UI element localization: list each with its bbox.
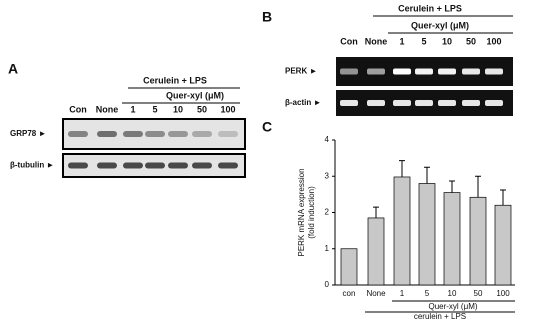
y-tick-label: 2 [325,208,330,217]
error-bar [399,160,405,177]
band [168,131,188,137]
bar [418,183,436,286]
lane-label: Con [69,104,87,114]
band [192,131,212,137]
y-tick-label: 3 [325,171,330,180]
band [340,68,358,75]
x-tick-label: None [366,289,386,298]
panel-label: B [262,9,272,25]
lane-label: 10 [442,36,452,46]
band [462,100,480,106]
band [340,100,358,106]
band [367,68,385,75]
band [97,131,117,137]
x-tick-label: 5 [425,289,430,298]
row-label: GRP78 ► [10,129,46,138]
lane-label: 50 [466,36,476,46]
x-tick-label: 10 [448,289,457,298]
band [97,162,117,169]
x-tick-label: 1 [400,289,405,298]
band [218,131,238,137]
panel-label: C [262,119,272,135]
y-tick-label: 0 [325,280,330,289]
bar [494,204,512,286]
lane-label: 5 [421,36,426,46]
blot [62,118,246,150]
band [415,100,433,106]
band [123,131,143,137]
lane-label: 50 [197,104,207,114]
band [218,162,238,169]
lane-label: Con [340,36,358,46]
band [168,162,188,169]
y-axis-label: PERK mRNA expression [297,168,306,256]
band [123,162,143,169]
bar [340,248,358,286]
y-tick-label: 1 [325,244,330,253]
error-bar [500,189,506,206]
band [192,162,212,169]
bar [393,176,411,286]
subheader: Quer-xyl (μM) [411,20,469,30]
band [145,131,165,137]
lane-label: None [365,36,388,46]
band [393,100,411,106]
row-label: β-actin ► [285,98,321,107]
y-axis-label: (fold induction) [307,186,316,239]
bar [469,196,487,286]
x-tick-label: 100 [496,289,510,298]
band [415,68,433,75]
lane-label: 10 [173,104,183,114]
band [145,162,165,169]
band [68,162,88,169]
lane-label: 1 [399,36,404,46]
header: Cerulein + LPS [143,75,207,85]
band [485,68,503,75]
lane-label: 100 [220,104,235,114]
header: Cerulein + LPS [398,3,462,13]
band [438,68,456,75]
error-bar [424,166,430,184]
band [485,100,503,106]
subheader: Quer-xyl (μM) [166,90,224,100]
row-label: PERK ► [285,67,317,76]
group-label: Quer-xyl (μM) [428,302,477,311]
error-bar [449,180,455,193]
lane-label: 100 [486,36,501,46]
bar [443,192,461,286]
bar [367,217,385,286]
y-tick-label: 4 [325,135,330,144]
x-tick-label: 50 [474,289,483,298]
error-bar [475,175,481,198]
band [367,100,385,106]
group-label: cerulein + LPS [414,312,466,320]
x-tick-label: con [343,289,356,298]
band [438,100,456,106]
lane-label: None [96,104,119,114]
lane-label: 1 [130,104,135,114]
band [393,68,411,75]
error-bar [373,206,379,218]
panel-label: A [8,61,18,77]
band [462,68,480,75]
row-label: β-tubulin ► [10,161,54,170]
lane-label: 5 [152,104,157,114]
band [68,131,88,137]
